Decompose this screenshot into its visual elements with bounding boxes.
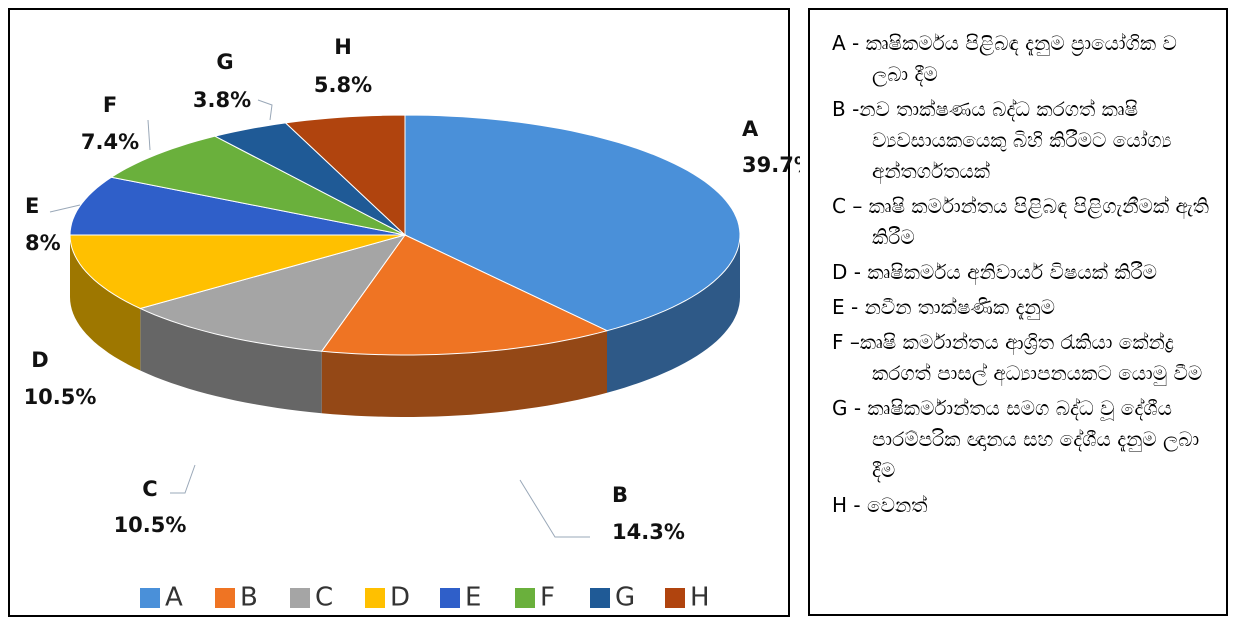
legend-swatch: [365, 588, 385, 608]
slice: [213, 122, 406, 236]
category-label: C: [142, 477, 157, 501]
legend-label: D: [390, 583, 410, 613]
key-entry: E - නවීන තාක්ෂණික දැනුම: [832, 295, 1055, 319]
leader-line: [257, 99, 273, 121]
data-label: 10.5%: [114, 513, 187, 537]
key-entry: H - වෙනත්: [832, 493, 928, 517]
data-label: 5.8%: [314, 73, 372, 97]
slice: [69, 176, 406, 236]
legend-swatch: [665, 588, 685, 608]
data-label: 3.8%: [193, 88, 251, 112]
data-label: 8%: [25, 231, 61, 255]
data-label: 39.7%: [742, 153, 800, 177]
legend-swatch: [140, 588, 160, 608]
legend-swatch: [290, 588, 310, 608]
key-entry: D - කෘෂිකර්මය අනිවාර්ය විෂයක් කිරීම: [832, 260, 1158, 284]
key-entry: A - කෘෂිකර්මය පිළිබඳ දැනුම ප්‍රායෝගික ව …: [832, 31, 1177, 86]
legend-label: C: [315, 583, 333, 613]
key-entry: C – කෘෂි කර්මාන්තය පිළිබඳ පිළිගැනීමක් ඇත…: [832, 194, 1210, 249]
category-label: E: [25, 194, 39, 218]
legend-swatch: [590, 588, 610, 608]
legend-label: F: [540, 583, 555, 613]
slice: [110, 135, 406, 236]
slice: [404, 114, 741, 332]
slice: [69, 234, 406, 310]
legend-label: A: [165, 583, 183, 613]
chart: A 39.7% B 14.3% C 10.5% D 10.5% E 8% F 7.4% G 3.8% H 5.…: [8, 8, 800, 617]
category-label: D: [31, 348, 48, 372]
legend-swatch: [440, 588, 460, 608]
data-label: 14.3%: [612, 520, 685, 544]
category-label: F: [103, 93, 117, 117]
slice-side: [140, 308, 322, 414]
legend-label: H: [690, 583, 710, 613]
slice-side: [321, 330, 607, 417]
leader-line: [519, 479, 590, 538]
leader-line: [49, 204, 81, 213]
category-label: G: [216, 50, 233, 74]
key-entry: F –කෘෂි කර්මාන්තය ආශ්‍රිත රැකියා කේන්ද්‍…: [832, 330, 1203, 385]
slice: [138, 234, 407, 352]
legend-label: E: [465, 583, 481, 613]
leader-line: [147, 119, 151, 151]
legend-swatch: [515, 588, 535, 608]
category-label: B: [612, 483, 628, 507]
key-entry: B -නව තාක්ෂණය බද්ධ කරගත් කෘෂි ව්‍යවසායකය…: [832, 97, 1172, 183]
legend-swatch: [215, 588, 235, 608]
category-label: H: [334, 35, 352, 59]
slice: [284, 114, 406, 237]
legend-label: B: [240, 583, 258, 613]
slice-side: [607, 235, 740, 393]
category-label: A: [742, 117, 759, 141]
key-box: A - කෘෂිකර්මය පිළිබඳ දැනුම ප්‍රායෝගික ව …: [808, 8, 1228, 616]
leader-line: [170, 464, 196, 494]
legend-label: G: [615, 583, 635, 613]
key-entry: G - කෘෂිකර්මාන්තය සමග බද්ධ වූ දේශීය පාරම…: [832, 396, 1200, 482]
data-label: 10.5%: [24, 385, 97, 409]
data-label: 7.4%: [81, 130, 139, 154]
slice-side: [70, 235, 141, 371]
slice: [320, 234, 609, 356]
